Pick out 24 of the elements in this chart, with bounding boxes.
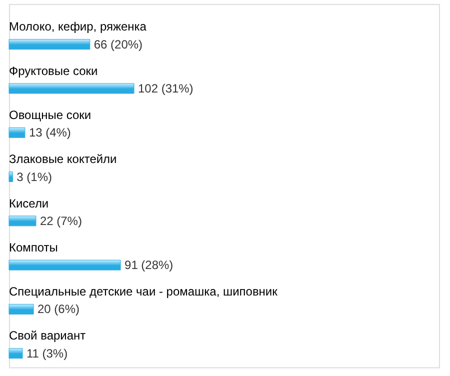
bar [8,260,121,270]
data-label: 102 (31%) [138,81,194,96]
y-tick-label: Молоко, кефир, ряженка [9,20,147,34]
y-tick-label: Свой вариант [9,328,86,343]
data-label: 13 (4%) [28,126,71,140]
data-label: 22 (7%) [40,214,82,228]
data-label: 91 (28%) [124,258,174,272]
bar [8,348,23,359]
bar [8,83,134,94]
data-label: 66 (20%) [94,37,143,52]
data-label: 11 (3%) [26,346,68,360]
y-tick-label: Специальные детские чаи - ромашка, шиповник [9,284,278,299]
bar [8,39,90,50]
bar [8,172,13,182]
data-label: 3 (1%) [16,170,52,184]
y-tick-label: Овощные соки [9,108,92,122]
bar [8,304,34,314]
data-label: 20 (6%) [38,302,80,316]
y-tick-label: Компоты [9,240,58,254]
bar [8,127,26,138]
y-tick-label: Злаковые коктейли [9,152,117,166]
y-tick-label: Кисели [9,196,49,210]
y-tick-label: Фруктовые соки [9,64,98,78]
bar [8,216,36,226]
